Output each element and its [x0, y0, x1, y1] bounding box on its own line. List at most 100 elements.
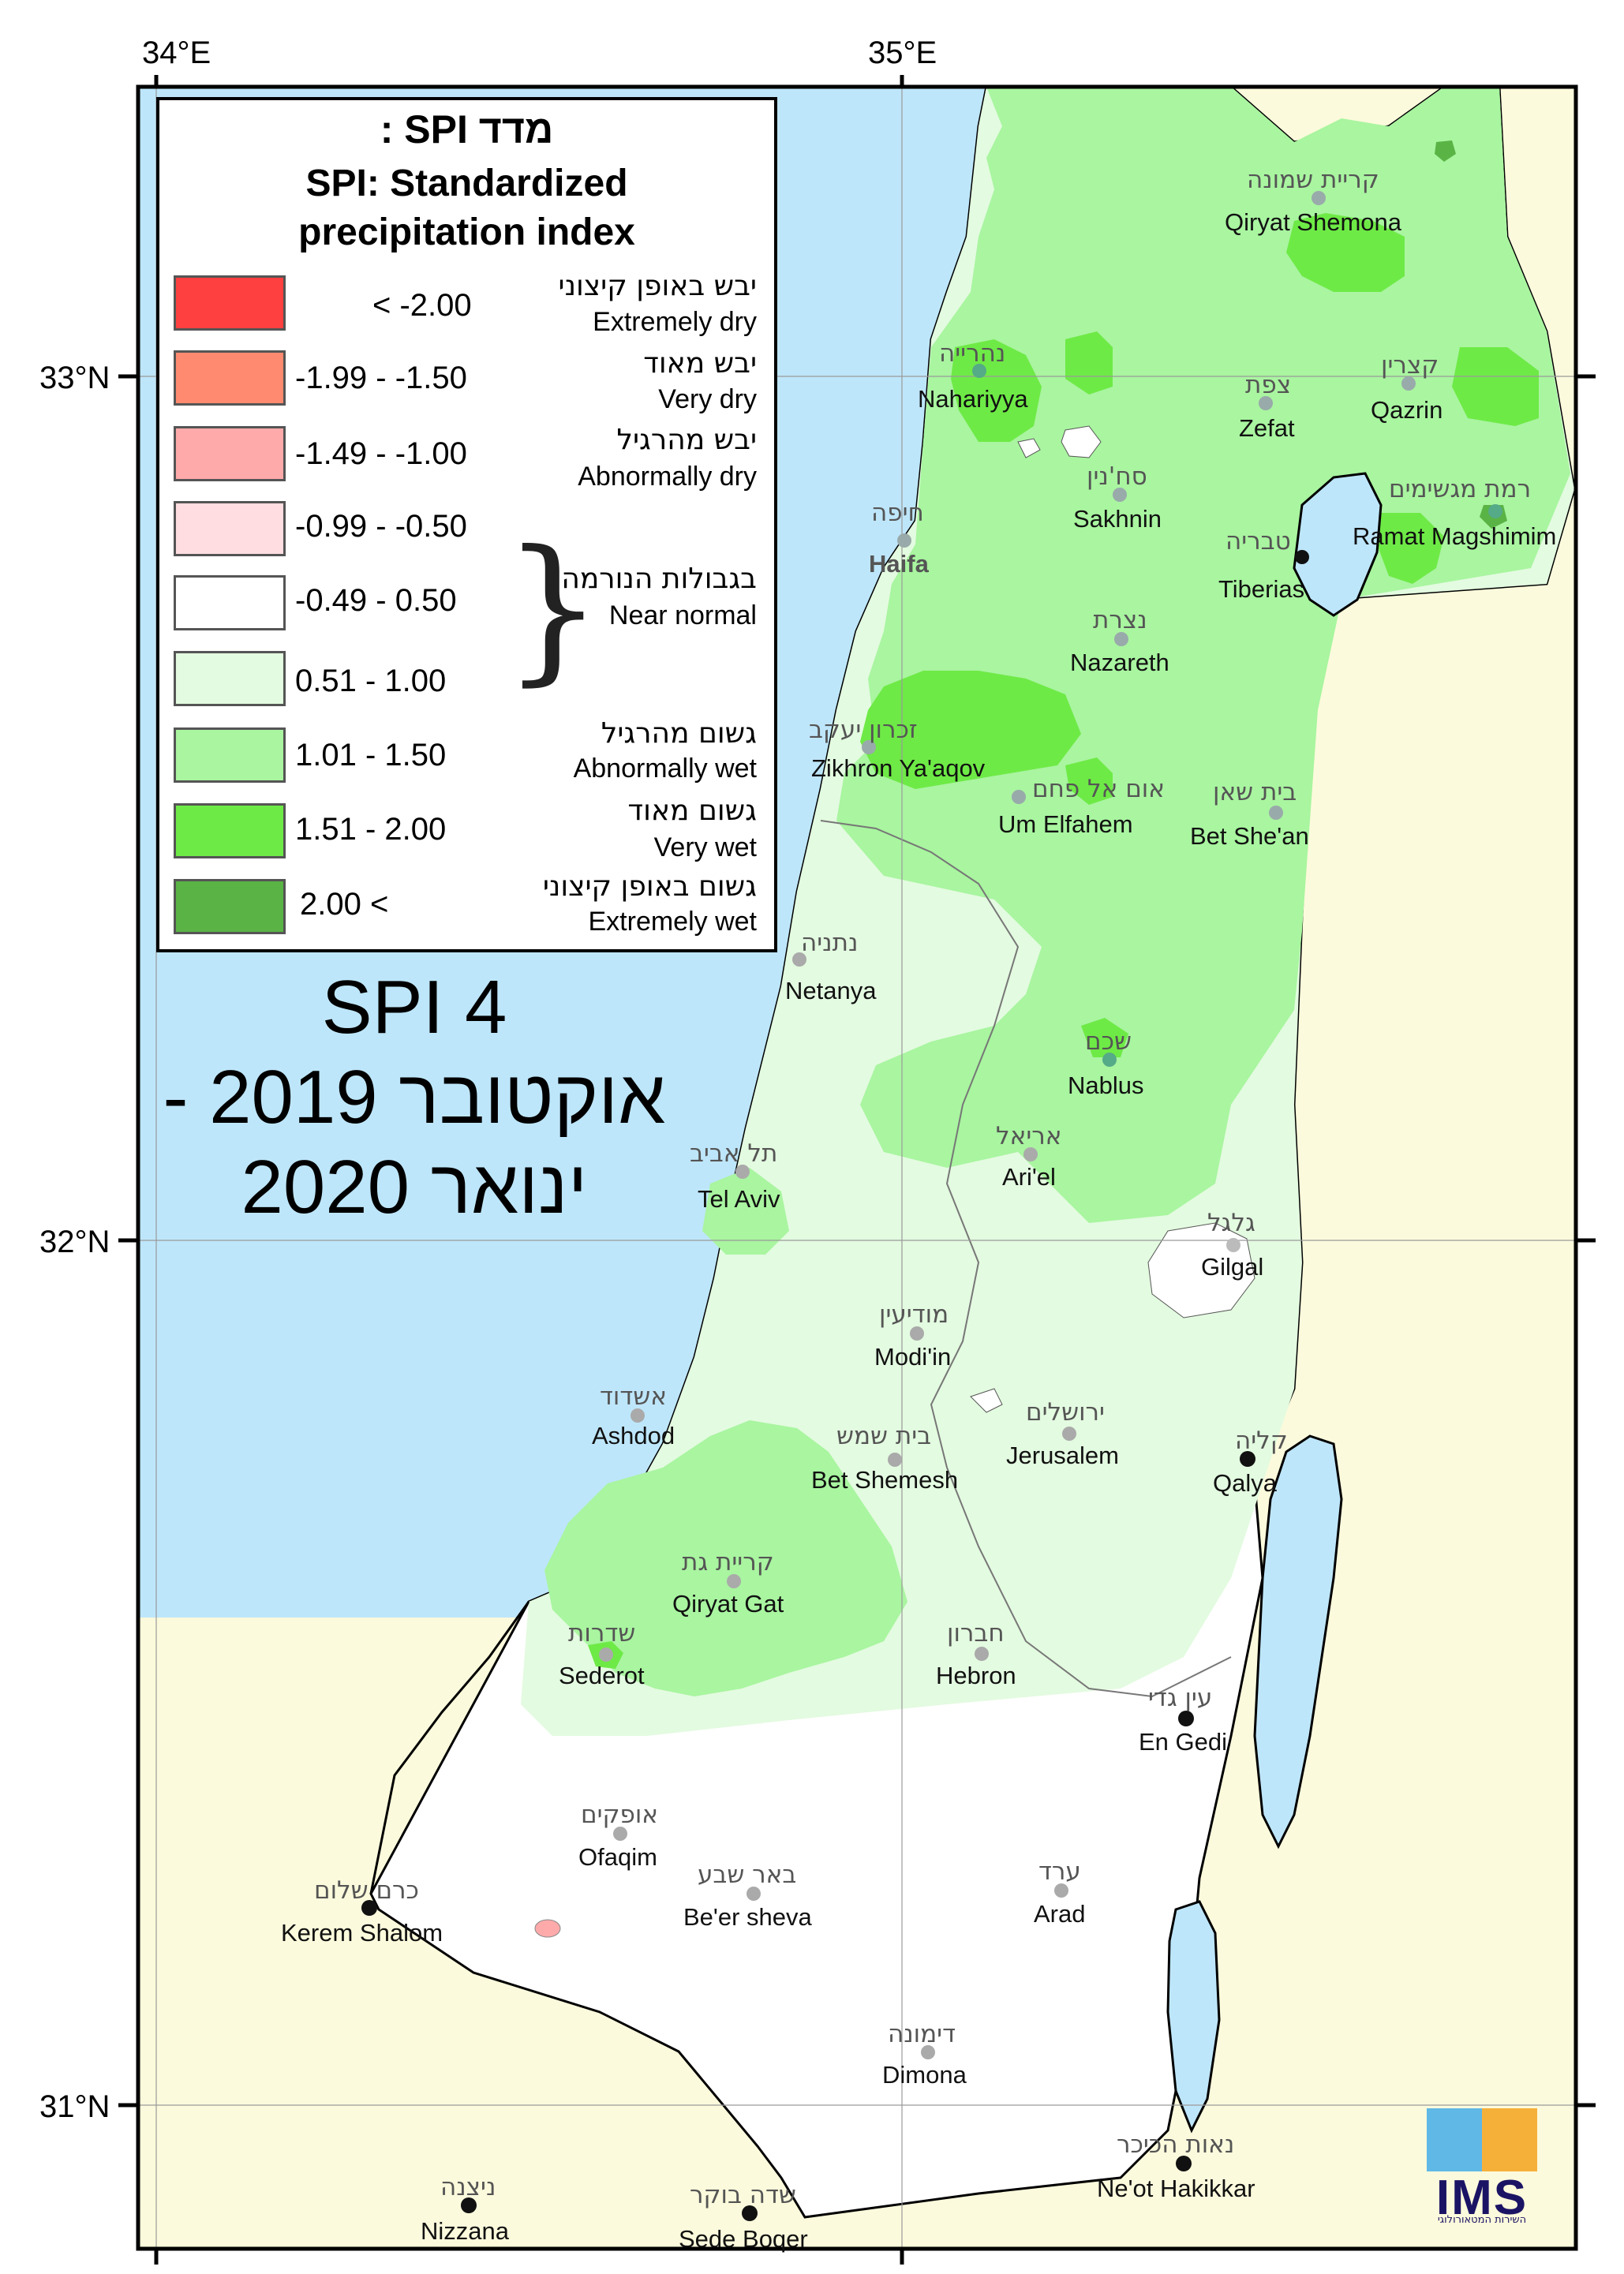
city-dot — [1295, 550, 1309, 564]
city-en-label: Ofaqim — [578, 1843, 657, 1871]
city-dot — [862, 740, 876, 754]
city-dot — [1259, 396, 1273, 410]
region-abnormally-wet-telaviv — [702, 1168, 789, 1255]
legend-range: 1.01 - 1.50 — [295, 738, 447, 772]
legend-title-he: מדד SPI : — [380, 107, 554, 151]
city-en-label: Sederot — [559, 1662, 645, 1689]
city-dot — [921, 2045, 935, 2059]
city-he-label: רמת מגשימים — [1389, 475, 1531, 503]
city-en-label: Arad — [1034, 1900, 1085, 1928]
city-he-label: חברון — [947, 1619, 1005, 1648]
city-en-label: Ari'el — [1002, 1163, 1056, 1191]
city-en-label: Gilgal — [1201, 1253, 1263, 1281]
legend-swatch-extremely-wet — [174, 879, 286, 934]
city-dot — [972, 364, 986, 378]
city-dot — [897, 533, 911, 548]
legend-brace: } — [503, 517, 604, 701]
legend-label-en: Extremely wet — [588, 907, 758, 937]
region-very-wet-zefat — [1065, 331, 1113, 395]
city-en-label: Be'er sheva — [683, 1903, 812, 1931]
city-en-label: Zikhron Ya'aqov — [811, 754, 986, 782]
city-dot — [742, 2205, 758, 2221]
city-en-label: Ramat Magshimim — [1353, 522, 1556, 550]
dead-sea-south — [1166, 1900, 1221, 2134]
green-line — [820, 820, 1232, 1698]
city-he-label: בית שאן — [1213, 778, 1297, 806]
city-en-label: Bet Shemesh — [811, 1466, 958, 1494]
city-en-label: Tel Aviv — [698, 1185, 780, 1213]
city-he-label: נתניה — [801, 929, 858, 957]
legend-range: 1.51 - 2.00 — [295, 812, 447, 847]
city-he-label: צפת — [1245, 371, 1291, 399]
city-dot — [1062, 1427, 1076, 1441]
city-en-label: En Gedi — [1139, 1728, 1227, 1756]
region-very-wet-zikhron — [860, 671, 1081, 789]
legend-swatch-near-normal — [174, 575, 286, 630]
city-dot — [361, 1900, 377, 1916]
legend: מדד SPI : SPI: Standardized precipitatio… — [156, 97, 777, 952]
city-he-label: שדרות — [568, 1619, 635, 1648]
region-very-wet-nahariyya — [951, 339, 1042, 442]
region-extremely-wet-2 — [1435, 140, 1456, 162]
city-he-label: נהרייה — [939, 339, 1005, 368]
lat-label-31: 31°N — [39, 2089, 110, 2124]
city-en-label: Qalya — [1213, 1469, 1278, 1497]
legend-label-en: Extremely dry — [593, 307, 757, 337]
legend-range: < -2.00 — [372, 288, 472, 323]
city-dot — [1102, 1053, 1117, 1067]
legend-range: 2.00 < — [300, 887, 389, 922]
legend-swatch-slightly-dry — [174, 501, 286, 556]
city-he-label: מודיעין — [879, 1300, 949, 1329]
city-he-label: ירושלים — [1026, 1398, 1105, 1427]
city-he-label: טבריה — [1225, 527, 1291, 555]
city-en-label: Bet She'an — [1190, 822, 1309, 850]
legend-label-en: Very dry — [658, 384, 757, 414]
city-dot — [975, 1647, 989, 1661]
city-en-label: Dimona — [882, 2061, 967, 2089]
city-he-label: גלגל — [1207, 1209, 1255, 1237]
city-he-label: ניצנה — [440, 2173, 496, 2201]
legend-swatch-very-dry — [174, 350, 286, 406]
city-he-label: דימונה — [888, 2020, 956, 2048]
city-he-label: קריית שמונה — [1247, 166, 1379, 194]
legend-label-he: יבש מהרגיל — [616, 424, 757, 456]
city-dot — [1312, 191, 1326, 205]
city-dot — [1023, 1147, 1038, 1161]
legend-swatch-very-wet — [174, 803, 286, 858]
city-en-label: Sede Boqer — [679, 2225, 808, 2253]
city-he-label: חיפה — [871, 499, 924, 527]
city-he-label: נאות הכיכר — [1117, 2130, 1234, 2159]
city-he-label: סח'נין — [1087, 462, 1147, 491]
city-markers — [361, 191, 1502, 2221]
city-dot — [792, 952, 806, 967]
normal-patch-1 — [1061, 425, 1102, 458]
city-en-label: Nablus — [1068, 1072, 1144, 1099]
city-he-label: שכם — [1085, 1027, 1132, 1056]
city-he-label: אום אל פחם — [1032, 775, 1165, 803]
dry-patch — [534, 1919, 561, 1938]
legend-swatch-slightly-wet — [174, 651, 286, 706]
legend-label-he: יבש באופן קיצוני — [558, 270, 757, 302]
city-dot — [599, 1648, 613, 1662]
city-en-label: Haifa — [869, 550, 930, 578]
city-he-label: אופקים — [581, 1801, 658, 1829]
city-en-label: Qazrin — [1371, 396, 1443, 424]
legend-label-he: גשום מאוד — [627, 795, 757, 827]
city-he-label: בית שמש — [836, 1422, 931, 1450]
city-he-label: זכרון יעקב — [809, 716, 918, 744]
city-dot — [1178, 1711, 1194, 1726]
legend-range: -0.49 - 0.50 — [295, 583, 457, 618]
city-he-label: ערד — [1038, 1857, 1081, 1886]
city-dot — [1012, 790, 1026, 804]
legend-label-he: גשום מהרגיל — [601, 717, 757, 750]
lat-label-32: 32°N — [39, 1225, 110, 1259]
city-en-label: Um Elfahem — [998, 810, 1133, 838]
legend-label-en: Abnormally wet — [573, 754, 757, 784]
map-title-line-1: SPI 4 — [321, 965, 507, 1049]
city-en-label: Kerem Shalom — [281, 1919, 443, 1947]
region-very-wet-ramat — [1377, 513, 1444, 584]
city-en-label: Nizzana — [421, 2217, 510, 2245]
legend-title-en-2: precipitation index — [298, 211, 635, 253]
city-en-label: Ne'ot Hakikkar — [1097, 2175, 1255, 2202]
city-he-label: כרם שלום — [314, 1876, 419, 1905]
